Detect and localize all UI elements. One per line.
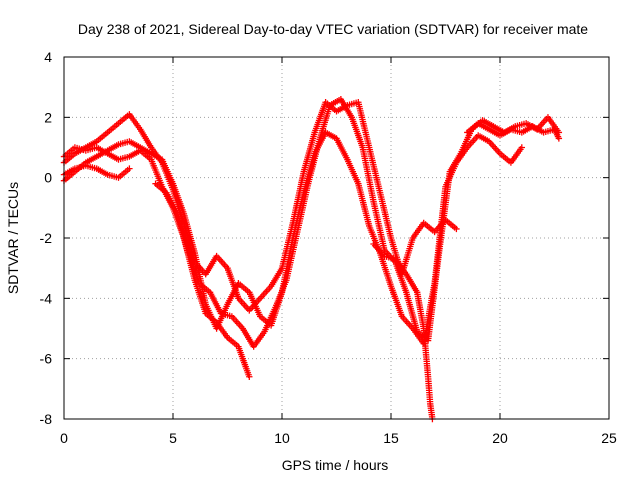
- plot-frame: [63, 56, 610, 420]
- x-tick-label: 15: [383, 430, 399, 446]
- x-tick-label: 10: [274, 430, 290, 446]
- x-axis-label: GPS time / hours: [282, 457, 389, 473]
- data-point: [518, 144, 525, 151]
- data-points: [60, 96, 563, 423]
- y-tick-label: 4: [44, 49, 52, 65]
- y-tick-label: 2: [44, 109, 52, 125]
- x-tick-label: 0: [60, 430, 68, 446]
- x-tick-label: 25: [601, 430, 617, 446]
- data-point: [453, 225, 460, 233]
- y-tick-label: -4: [40, 290, 53, 306]
- x-tick-label: 5: [169, 430, 177, 446]
- y-tick-label: -8: [40, 411, 53, 427]
- y-tick-label: -6: [40, 351, 53, 367]
- x-tick-label: 20: [492, 430, 508, 446]
- data-point: [555, 135, 563, 142]
- data-series: [60, 162, 133, 181]
- axis-ticks: 0 5 10 15 20 25 -8 -6 -4 -2 0 2 4: [40, 49, 617, 446]
- data-series: [60, 99, 460, 314]
- data-point: [246, 373, 253, 380]
- y-tick-label: 0: [44, 170, 52, 186]
- data-series: [464, 120, 563, 142]
- y-tick-label: -2: [40, 230, 53, 246]
- data-point: [126, 165, 133, 172]
- y-axis-label: SDTVAR / TECUs: [5, 182, 21, 294]
- chart-title: Day 238 of 2021, Sidereal Day-to-day VTE…: [78, 21, 588, 37]
